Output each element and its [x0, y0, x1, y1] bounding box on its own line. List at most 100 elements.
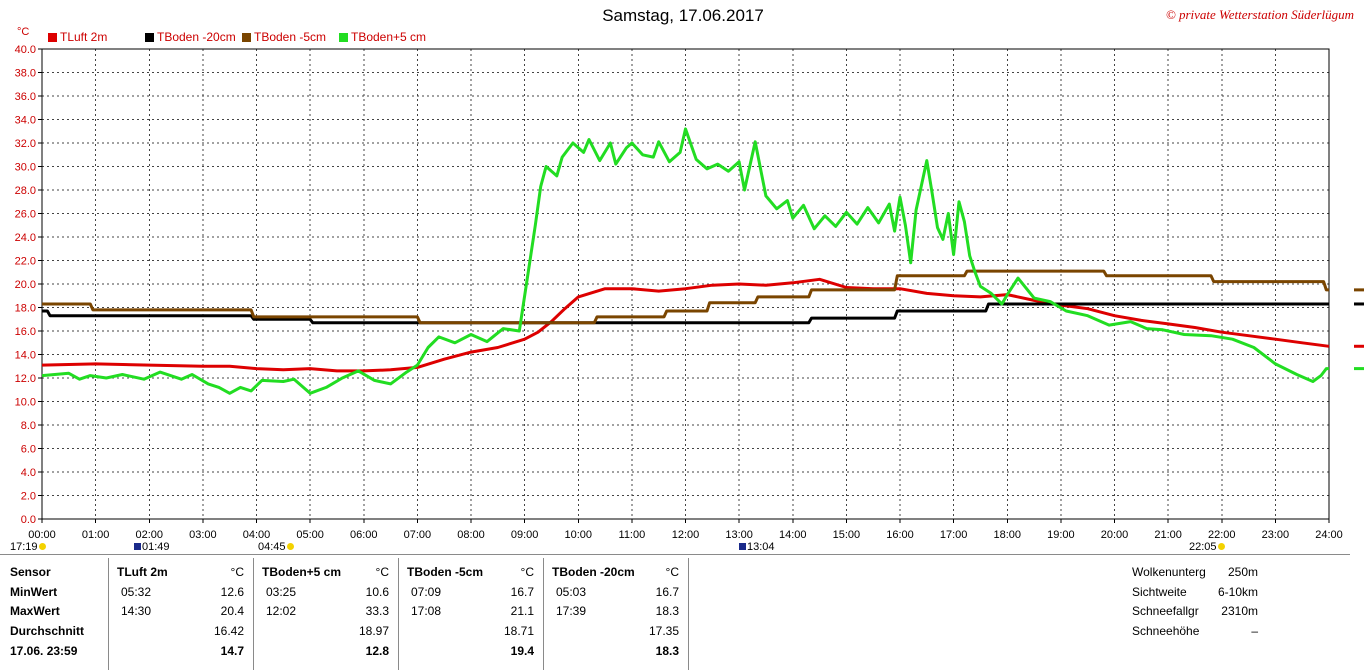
y-tick-label: 30.0 — [15, 162, 36, 174]
x-tick-label: 01:00 — [82, 529, 110, 541]
info-value: 250m — [1227, 565, 1258, 579]
avg-value: 18.97 — [358, 624, 389, 638]
legend-swatch — [242, 33, 251, 42]
legend-swatch — [145, 33, 154, 42]
min-value: 16.7 — [655, 585, 679, 599]
x-tick-label: 15:00 — [833, 529, 861, 541]
x-tick-label: 08:00 — [457, 529, 485, 541]
y-tick-label: 14.0 — [15, 350, 36, 362]
stats-row-labels: Sensor MinWert MaxWert Durchschnitt 17.0… — [0, 558, 109, 670]
legend-swatch — [48, 33, 57, 42]
line-chart: 0.0 2.0 4.0 6.0 8.0 10.0 12.0 14.0 16.0 18.0 20.0 2… — [15, 44, 1364, 541]
moon-icon — [134, 543, 141, 550]
x-tick-label: 18:00 — [993, 529, 1021, 541]
col-header: TBoden -20cm — [552, 565, 635, 579]
min-time: 05:03 — [556, 585, 587, 599]
info-label: Wolkenunterg — [1132, 565, 1206, 579]
col-header: TLuft 2m — [117, 565, 168, 579]
x-tick-label: 16:00 — [886, 529, 914, 541]
y-tick-label: 2.0 — [21, 491, 36, 503]
y-tick-label: 26.0 — [15, 209, 36, 221]
x-tick-label: 12:00 — [672, 529, 700, 541]
y-tick-label: 6.0 — [21, 444, 36, 456]
divider — [0, 554, 1350, 555]
legend-item-tboden-20: TBoden -20cm — [145, 30, 236, 44]
series-line — [41, 277, 1330, 373]
x-tick-label: 13:00 — [725, 529, 753, 541]
max-value: 18.3 — [655, 604, 679, 618]
legend-label: TBoden+5 cm — [351, 30, 427, 44]
sunset-icon — [1217, 543, 1225, 550]
max-time: 14:30 — [121, 604, 152, 618]
y-tick-label: 4.0 — [21, 467, 36, 479]
legend-swatch — [339, 33, 348, 42]
x-tick-label: 09:00 — [511, 529, 539, 541]
x-tick-label: 11:00 — [619, 529, 646, 541]
info-value: – — [1251, 624, 1258, 638]
legend-label: TLuft 2m — [60, 30, 108, 44]
col-unit: °C — [230, 565, 244, 579]
y-unit-label: °C — [17, 26, 30, 38]
x-tick-label: 19:00 — [1047, 529, 1075, 541]
y-tick-label: 28.0 — [15, 185, 36, 197]
chart-title: Samstag, 17.06.2017 — [602, 6, 764, 25]
label-current-date: 17.06. 23:59 — [10, 644, 78, 658]
stats-table: Sensor MinWert MaxWert Durchschnitt 17.0… — [0, 558, 1366, 670]
info-label: Sichtweite — [1132, 585, 1187, 599]
event-marker-3: 04:45 — [258, 541, 295, 553]
stats-col-tluft: TLuft 2m °C 05:32 12.6 14:30 20.4 16.42 … — [109, 558, 254, 670]
min-value: 16.7 — [510, 585, 534, 599]
series-line — [41, 127, 1329, 395]
min-time: 07:09 — [411, 585, 442, 599]
x-tick-label: 05:00 — [296, 529, 324, 541]
event-marker-1: 17:19 — [10, 541, 47, 553]
info-label: Schneefallgr — [1132, 604, 1199, 618]
x-tick-label: 17:00 — [940, 529, 968, 541]
legend-label: TBoden -20cm — [157, 30, 236, 44]
avg-value: 17.35 — [648, 624, 679, 638]
event-time: 17:19 — [10, 541, 38, 553]
avg-value: 18.71 — [503, 624, 534, 638]
y-tick-label: 38.0 — [15, 68, 36, 80]
col-unit: °C — [665, 565, 679, 579]
label-max: MaxWert — [10, 604, 60, 618]
x-tick-label: 10:00 — [564, 529, 592, 541]
legend-item-tluft: TLuft 2m — [48, 30, 107, 44]
min-value: 12.6 — [220, 585, 244, 599]
sunrise-icon — [286, 543, 294, 550]
stats-col-tboden-plus5: TBoden+5 cm °C 03:25 10.6 12:02 33.3 18.… — [254, 558, 399, 670]
x-tick-label: 02:00 — [135, 529, 163, 541]
y-tick-label: 22.0 — [15, 256, 36, 268]
x-tick-label: 14:00 — [779, 529, 807, 541]
avg-value: 16.42 — [213, 624, 244, 638]
x-tick-label: 22:00 — [1208, 529, 1236, 541]
event-time: 01:49 — [142, 541, 170, 553]
y-tick-label: 20.0 — [15, 279, 36, 291]
stats-col-tboden-20: TBoden -20cm °C 05:03 16.7 17:39 18.3 17… — [544, 558, 689, 670]
min-time: 05:32 — [121, 585, 152, 599]
y-tick-label: 40.0 — [15, 44, 36, 56]
legend-item-tboden-plus5: TBoden+5 cm — [339, 30, 426, 44]
current-value: 12.8 — [365, 644, 389, 658]
max-value: 21.1 — [510, 604, 534, 618]
stats-col-tboden-5: TBoden -5cm °C 07:09 16.7 17:08 21.1 18.… — [399, 558, 544, 670]
label-min: MinWert — [10, 585, 58, 599]
legend-label: TBoden -5cm — [254, 30, 327, 44]
y-tick-label: 36.0 — [15, 91, 36, 103]
x-tick-label: 00:00 — [28, 529, 56, 541]
current-value: 19.4 — [510, 644, 534, 658]
y-tick-label: 24.0 — [15, 232, 36, 244]
max-time: 17:39 — [556, 604, 587, 618]
current-value: 14.7 — [220, 644, 244, 658]
x-tick-label: 07:00 — [404, 529, 432, 541]
event-marker-5: 22:05 — [1189, 541, 1226, 553]
x-tick-label: 20:00 — [1101, 529, 1129, 541]
label-avg: Durchschnitt — [10, 624, 85, 638]
y-tick-label: 32.0 — [15, 138, 36, 150]
y-tick-label: 0.0 — [21, 514, 36, 526]
series-line — [42, 269, 1329, 325]
col-unit: °C — [375, 565, 389, 579]
x-tick-label: 06:00 — [350, 529, 378, 541]
event-marker-4: 13:04 — [738, 541, 775, 553]
x-tick-label: 23:00 — [1262, 529, 1290, 541]
